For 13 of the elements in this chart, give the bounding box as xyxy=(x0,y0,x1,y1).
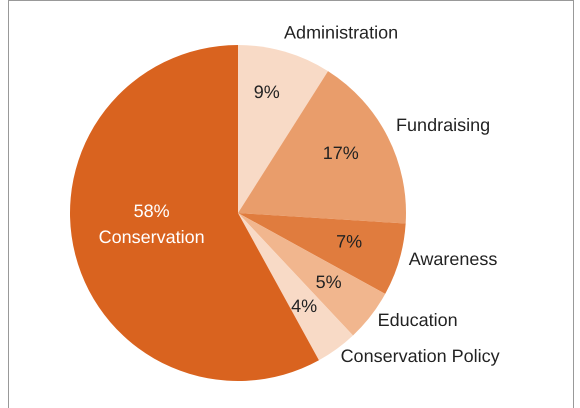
slice-label: Education xyxy=(378,310,458,330)
data-label: 9% xyxy=(254,82,280,102)
slice-label: Conservation xyxy=(98,226,205,247)
slice-label: Conservation Policy xyxy=(340,346,500,366)
pie-slice xyxy=(238,213,406,294)
data-label: 7% xyxy=(336,232,362,252)
data-label: 17% xyxy=(322,143,359,164)
data-label: 5% xyxy=(316,272,342,292)
data-label: 4% xyxy=(291,296,318,316)
data-label: 58% xyxy=(134,200,170,221)
slice-label: Awareness xyxy=(408,249,498,270)
slice-label: Fundraising xyxy=(396,114,490,135)
slice-label: Administration xyxy=(284,22,398,42)
